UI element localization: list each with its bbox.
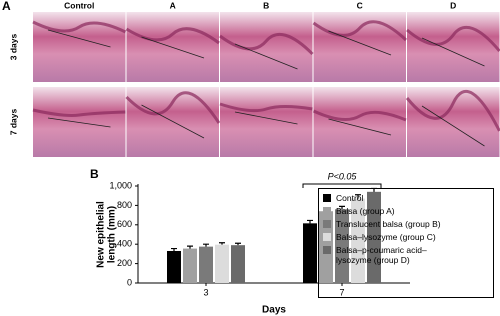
x-axis-label: Days xyxy=(262,305,286,316)
tissue-edge xyxy=(406,25,500,52)
column-label: D xyxy=(450,0,456,10)
legend-label: Translucent balsa (group B) xyxy=(336,219,441,229)
legend-label: Balsa–p-coumaric acid–lysozyme (group D) xyxy=(336,245,427,265)
x-tick-label: 7 xyxy=(339,287,344,297)
legend-swatch xyxy=(323,220,331,228)
legend-swatch xyxy=(323,246,331,254)
measure-line xyxy=(141,104,205,139)
legend-swatch xyxy=(323,233,331,241)
micrograph xyxy=(126,87,219,157)
bar xyxy=(367,191,381,283)
tissue-edge xyxy=(32,20,127,34)
column-label: A xyxy=(170,0,176,10)
y-tick-label: 800 xyxy=(117,200,132,210)
legend-item: Balsa (group A) xyxy=(323,206,489,216)
error-bar xyxy=(203,243,209,247)
tissue-edge xyxy=(312,20,408,42)
measure-line xyxy=(234,111,298,125)
measure-line xyxy=(421,105,485,147)
panel-label: A xyxy=(2,0,11,13)
y-tick-label: 400 xyxy=(117,239,132,249)
legend-item: Balsa–p-coumaric acid–lysozyme (group D) xyxy=(323,245,489,265)
row-label: 3 days xyxy=(8,33,18,60)
tissue-edge xyxy=(405,90,500,132)
bar xyxy=(215,244,229,283)
legend-item: Control xyxy=(323,193,489,203)
micrograph xyxy=(33,12,126,82)
tissue-edge xyxy=(32,108,126,117)
measure-line xyxy=(47,117,111,128)
legend-label: Balsa–lysozyme (group C) xyxy=(336,232,436,242)
bar xyxy=(351,198,365,283)
legend-label: Control xyxy=(336,193,364,203)
micrograph xyxy=(126,12,219,82)
tissue-edge xyxy=(219,102,313,113)
bar xyxy=(183,248,197,283)
measure-line xyxy=(141,36,205,59)
bar xyxy=(303,223,317,283)
micrograph xyxy=(407,12,500,82)
legend-item: Translucent balsa (group B) xyxy=(323,219,489,229)
measure-line xyxy=(234,43,298,70)
column-label: B xyxy=(263,0,269,10)
micrograph xyxy=(220,87,313,157)
column-label: C xyxy=(357,0,363,10)
error-bar xyxy=(355,194,361,199)
measure-line xyxy=(328,30,392,56)
bar xyxy=(335,209,349,283)
y-tick-label: 200 xyxy=(117,258,132,268)
error-bar xyxy=(307,219,313,224)
measure-line xyxy=(421,37,485,67)
measure-line xyxy=(47,29,111,48)
y-tick-label: 600 xyxy=(117,219,132,229)
error-bar xyxy=(187,245,193,249)
annotation: P<0.05 xyxy=(328,171,358,181)
tissue-edge xyxy=(312,109,407,122)
y-tick-label: 1,000 xyxy=(109,180,132,190)
significance-bracket xyxy=(302,183,382,188)
legend-swatch xyxy=(323,207,331,215)
error-bar xyxy=(339,205,345,210)
error-bar xyxy=(235,242,241,246)
micrograph xyxy=(220,12,313,82)
tissue-edge xyxy=(125,91,221,124)
micrograph xyxy=(313,87,406,157)
micrograph xyxy=(33,87,126,157)
micrograph xyxy=(313,12,406,82)
error-bar xyxy=(219,242,225,245)
y-axis-label: New epithelial xyxy=(96,201,107,268)
x-tick-label: 3 xyxy=(203,287,208,297)
y-axis-label: length (mm) xyxy=(107,206,118,263)
legend-swatch xyxy=(323,194,331,202)
bar xyxy=(167,250,181,283)
y-tick-label: 0 xyxy=(127,277,132,287)
row-label: 7 days xyxy=(8,108,18,135)
legend-label: Balsa (group A) xyxy=(336,206,395,216)
legend: Control Balsa (group A) Translucent balsa … xyxy=(318,188,494,298)
error-bar xyxy=(171,247,177,251)
micrograph xyxy=(407,87,500,157)
legend-item: Balsa–lysozyme (group C) xyxy=(323,232,489,242)
measure-line xyxy=(328,118,392,136)
column-label: Control xyxy=(64,0,94,10)
bar xyxy=(231,245,245,283)
bar xyxy=(199,246,213,283)
tissue-edge xyxy=(219,32,314,56)
panel-label: B xyxy=(90,167,99,181)
